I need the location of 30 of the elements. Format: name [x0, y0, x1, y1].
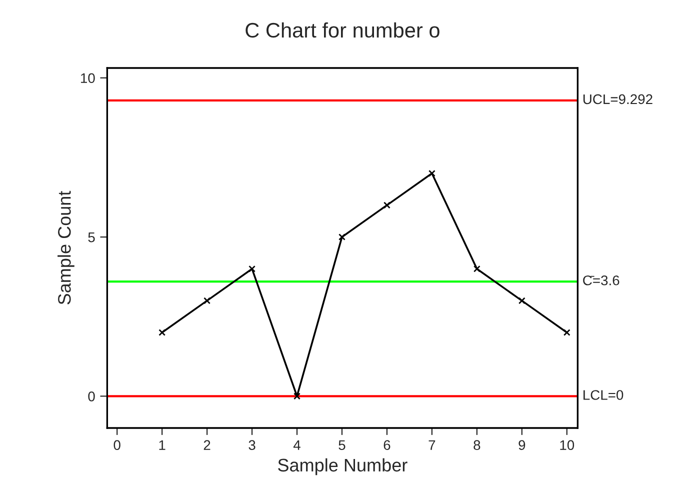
x-tick-label: 7: [428, 440, 436, 450]
y-tick-label: 5: [88, 232, 95, 242]
x-tick-label: 2: [204, 440, 210, 450]
x-tick-label: 8: [474, 440, 480, 450]
point: [383, 202, 390, 209]
chart-title: C Chart for number o: [246, 22, 440, 38]
y-tick-label: 0: [88, 392, 95, 402]
point: [204, 297, 211, 304]
point: [563, 329, 570, 336]
point: [248, 265, 256, 272]
x-tick-label: 9: [518, 440, 526, 450]
point: [294, 392, 300, 400]
point: [338, 234, 346, 240]
x-tick-label: 1: [159, 440, 166, 450]
ref-line-label: LCL=0: [584, 390, 624, 400]
x-tick-label: 10: [560, 440, 574, 450]
y-axis-title: Sample Count: [58, 190, 74, 304]
x-tick-label: 4: [293, 440, 300, 450]
point: [428, 170, 436, 177]
point: [518, 297, 526, 304]
x-axis-title: Sample Number: [278, 458, 408, 476]
y-tick-label: 10: [80, 73, 95, 84]
x-tick-label: 6: [384, 440, 390, 450]
point: [158, 329, 166, 336]
ref-line-label: UCL=9.292: [583, 94, 652, 104]
x-tick-label: 3: [248, 440, 256, 450]
x-tick-label: 0: [114, 440, 120, 450]
x-tick-label: 5: [338, 440, 346, 450]
point: [473, 265, 480, 272]
ref-line-label: C̄=3.6: [583, 275, 620, 286]
